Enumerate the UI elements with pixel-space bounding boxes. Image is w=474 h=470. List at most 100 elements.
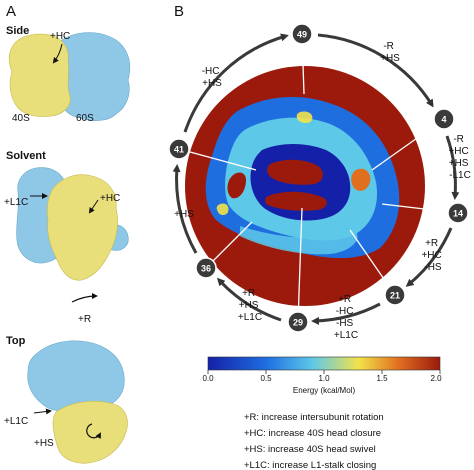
colorbar-tick-3: 1.5 [376,374,388,383]
state-nodes: 49 4 14 21 29 36 41 [168,23,469,333]
transition-labels: -R +HS -R +HC +HS -L1C +R +HC -HS +R -HC… [174,41,471,341]
transition-29-36-line-3: +L1C [238,312,262,323]
low-energy-basins [205,97,400,259]
solvent-view-title: Solvent [6,150,46,162]
leader-41 [178,148,257,171]
node-14-label: 14 [453,209,463,219]
ridge-right [351,168,371,191]
node-29-label: 29 [293,318,303,328]
transition-21-29-line-3: -HS [336,318,354,329]
colorbar-tick-4: 2.0 [430,374,442,383]
node-4-label: 4 [441,115,446,125]
node-49: 49 [291,23,313,45]
transition-21-29-line-1: +R [338,294,351,305]
node-leader-lines [178,33,459,323]
transition-legend: +R: increase intersubunit rotation +HC: … [244,412,384,470]
top-view-title: Top [6,335,26,347]
arc-4-to-14 [445,135,460,200]
leader-4 [371,118,445,171]
side-40s-subunit [8,33,71,118]
arc-41-to-49 [183,33,289,133]
transition-14-21-line-1: +R [425,238,438,249]
arc-49-to-4 [317,33,434,108]
solvent-hc-arrow [88,199,99,214]
speckle-yellow-2 [216,203,229,215]
node-29-circle [287,311,309,333]
node-21: 21 [384,284,406,306]
colorbar-gradient [207,356,441,371]
top-view: Top +L1C +HS [4,335,128,464]
colorbar-label: Energy (kcal/Mol) [293,386,356,395]
top-plus-hs-label: +HS [34,438,54,449]
transition-21-29-line-2: -HC [336,306,354,317]
transition-14-21-line-3: -HS [424,262,442,273]
transition-41-49-line-2: +HS [202,78,222,89]
transition-41-49-label: -HC +HS [202,66,223,89]
solvent-plus-hc-label: +HC [100,193,120,204]
node-41-label: 41 [174,145,184,155]
legend-line-hs: +HS: increase 40S head swivel [244,444,376,455]
arc-36-to-41 [172,164,198,254]
legend-line-l1c: +L1C: increase L1-stalk closing [244,460,376,470]
top-40s-subunit [52,400,128,464]
top-l1c-arrow [33,408,52,415]
node-4: 4 [433,108,455,130]
node-36: 36 [195,257,217,279]
transition-14-21-line-2: +HC [421,250,441,261]
node-41: 41 [168,138,190,160]
node-4-circle [433,108,455,130]
transition-29-36-label: +R +HS +L1C [238,288,262,323]
transition-49-4-label: -R +HS [380,41,400,64]
transition-4-14-line-2: +HC [448,146,468,157]
transition-49-4-line-1: -R [383,41,394,52]
node-41-circle [168,138,190,160]
solvent-40s-subunit [46,174,118,281]
energy-colorbar: 0.0 0.5 1.0 1.5 2.0 Energy (kcal/Mol) [202,356,442,395]
side-60s-label: 60S [76,113,94,124]
transition-4-14-line-3: +HS [449,158,469,169]
leader-29 [297,207,303,323]
colorbar-tick-marks [207,370,441,374]
side-view-title: Side [6,25,29,37]
solvent-view: Solvent +L1C +HC +R [4,150,129,325]
colorbar-tick-1: 0.5 [260,374,272,383]
solvent-plus-r-label: +R [78,314,91,325]
node-21-label: 21 [390,291,400,301]
node-36-label: 36 [201,264,211,274]
solvent-plus-l1c-label: +L1C [4,197,28,208]
transition-29-36-line-1: +R [242,288,255,299]
arc-21-to-29 [311,302,381,325]
transition-36-41-line-1: +HS [174,209,194,220]
side-plus-hc-label: +HC [50,31,70,42]
transition-4-14-line-1: -R [453,134,464,145]
node-36-circle [195,257,217,279]
transition-29-36-line-2: +HS [239,300,259,311]
top-60s-subunit [27,340,125,413]
side-hc-arrow [52,43,63,64]
arc-29-to-36 [216,277,282,322]
basin-lower-band [240,226,358,255]
transition-4-14-line-4: -L1C [449,170,471,181]
node-14-circle [447,202,469,224]
ridge-lower [265,191,327,211]
legend-line-hc: +HC: increase 40S head closure [244,428,381,439]
node-21-circle [384,284,406,306]
energy-landscape-disc [185,66,425,306]
colorbar-tick-0: 0.0 [202,374,214,383]
legend-line-r: +R: increase intersubunit rotation [244,412,384,423]
side-40s-label: 40S [12,113,30,124]
top-hs-rotation-arrow [86,423,101,439]
transition-21-29-label: +R -HC -HS +L1C [334,294,358,341]
panel-a-letter: A [6,3,16,20]
transition-36-41-label: +HS [174,209,194,220]
ridge-upper [267,159,323,185]
transition-cycle [172,33,460,325]
solvent-r-arrow [71,293,98,303]
node-14: 14 [447,202,469,224]
transition-14-21-label: +R +HC -HS [421,238,444,273]
colorbar-tick-2: 1.0 [318,374,330,383]
transition-21-29-line-4: +L1C [334,330,358,341]
arc-14-to-21 [405,227,453,287]
leader-14 [381,203,459,214]
